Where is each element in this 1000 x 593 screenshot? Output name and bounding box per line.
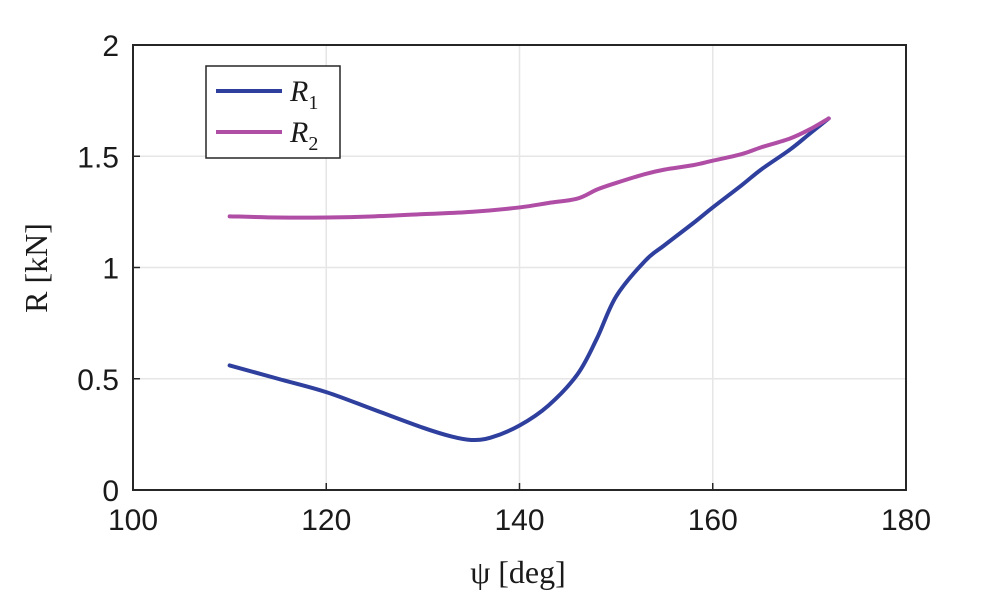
x-tick-label: 180 — [881, 504, 931, 537]
y-tick-label: 1.5 — [77, 141, 119, 174]
legend-label-r2-sub: 2 — [308, 133, 318, 155]
y-axis-label: R [kN] — [18, 223, 54, 313]
y-tick-label: 1 — [102, 253, 119, 286]
legend-box — [205, 65, 341, 159]
series-lines — [227, 116, 831, 443]
x-axis-label: ψ [deg] — [470, 554, 566, 590]
legend-label-r1-sub: 1 — [308, 92, 318, 114]
x-tick-label: 100 — [108, 504, 158, 537]
y-tick-label: 0 — [102, 475, 119, 508]
y-tick-label: 0.5 — [77, 364, 119, 397]
legend-label-r2: R2 — [289, 116, 318, 155]
series-line-r1 — [227, 116, 831, 443]
series-line-r2 — [227, 116, 831, 220]
x-tick-labels: 100 120 140 160 180 — [108, 483, 931, 537]
y-tick-label: 2 — [102, 30, 119, 63]
legend-label-r1-main: R — [289, 75, 308, 108]
x-tick-label: 140 — [494, 504, 544, 537]
y-tick-labels: 0 0.5 1 1.5 2 — [77, 30, 140, 508]
legend-label-r2-main: R — [289, 116, 308, 149]
legend: R1 R2 — [205, 65, 341, 159]
x-tick-label: 160 — [688, 504, 738, 537]
x-tick-label: 120 — [301, 504, 351, 537]
legend-label-r1: R1 — [289, 75, 318, 114]
